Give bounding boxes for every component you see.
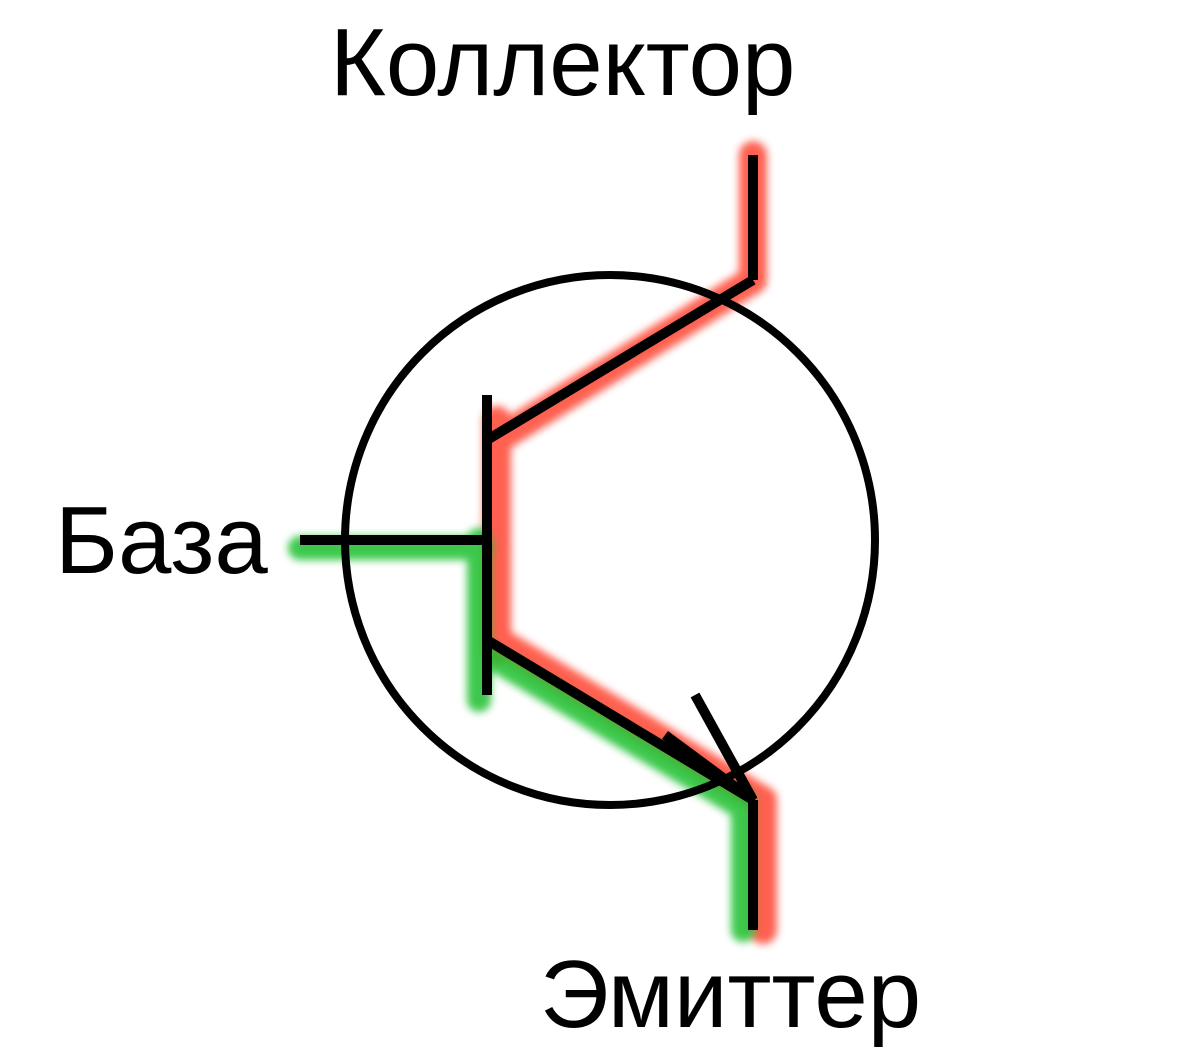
collector-inner — [487, 280, 753, 440]
base-label: База — [55, 486, 268, 596]
current-path-red-highlight — [497, 155, 763, 930]
collector-label: Коллектор — [330, 8, 795, 118]
transistor-terminals — [300, 155, 753, 930]
emitter-label: Эмиттер — [540, 940, 921, 1050]
